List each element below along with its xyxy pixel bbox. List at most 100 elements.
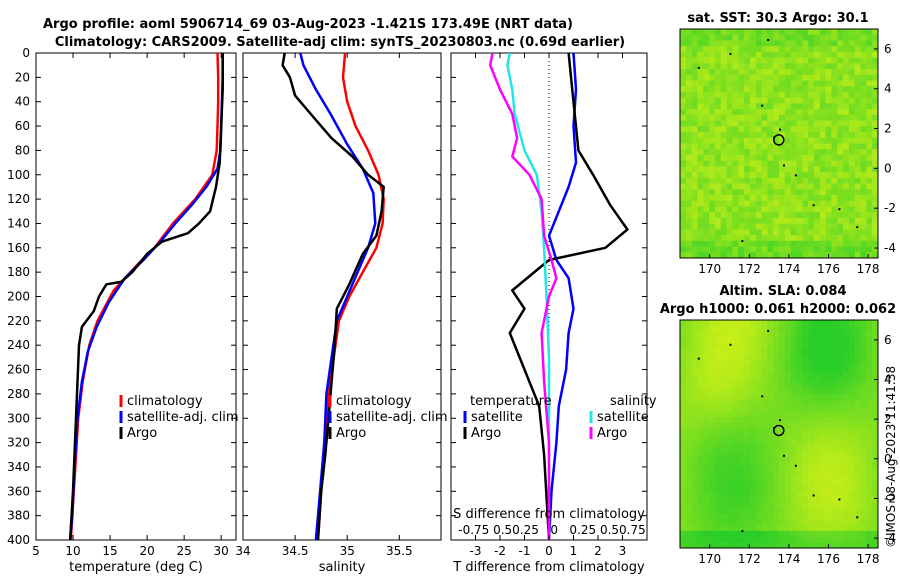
sla-cell bbox=[697, 337, 704, 344]
sst-cell bbox=[680, 183, 687, 190]
sla-cell bbox=[866, 382, 873, 389]
sst-cell bbox=[819, 126, 826, 133]
sst-cell bbox=[680, 86, 687, 93]
sst-argo-position-marker bbox=[773, 134, 785, 146]
sst-cell bbox=[691, 109, 698, 116]
sst-cell bbox=[680, 57, 687, 64]
sst-cell bbox=[732, 86, 739, 93]
sst-cell bbox=[790, 114, 797, 121]
sla-cell bbox=[703, 382, 710, 389]
sst-cell bbox=[738, 229, 745, 236]
sst-cell bbox=[802, 97, 809, 104]
sla-cell bbox=[755, 337, 762, 344]
sla-cell bbox=[784, 462, 791, 469]
sla-cell bbox=[744, 365, 751, 372]
sla-cell bbox=[726, 354, 733, 361]
sst-cell bbox=[837, 200, 844, 207]
sst-cell bbox=[738, 132, 745, 139]
sla-cell bbox=[837, 325, 844, 332]
sla-cell bbox=[680, 519, 687, 526]
sst-cell bbox=[808, 223, 815, 230]
sla-cell bbox=[773, 411, 780, 418]
sst-cell bbox=[738, 74, 745, 81]
depth-tick-label-16: 320 bbox=[7, 436, 30, 450]
sla-cell bbox=[732, 530, 739, 537]
sst-cell bbox=[854, 177, 861, 184]
sla-cell bbox=[813, 394, 821, 401]
sst-cell bbox=[837, 235, 844, 242]
sla-cell bbox=[697, 542, 704, 549]
sst-cell bbox=[703, 63, 710, 70]
sst-cell bbox=[825, 183, 832, 190]
sst-cell bbox=[697, 69, 704, 76]
sla-cell bbox=[813, 462, 821, 469]
sla-cell bbox=[697, 434, 704, 440]
sst-cell bbox=[714, 183, 722, 190]
sst-cell bbox=[720, 97, 727, 104]
sla-cell bbox=[726, 416, 733, 423]
sla-cell bbox=[819, 434, 826, 440]
sla-cell bbox=[796, 342, 803, 349]
sla-cell bbox=[691, 485, 698, 492]
sst-cell bbox=[709, 189, 716, 196]
sst-cell bbox=[732, 63, 739, 70]
sla-cell bbox=[749, 342, 756, 349]
sst-cell bbox=[714, 246, 722, 253]
sla-cell bbox=[720, 536, 727, 543]
sst-cell bbox=[685, 195, 692, 202]
sla-cell bbox=[744, 434, 751, 440]
sla-cell bbox=[709, 354, 716, 361]
sla-cell bbox=[860, 331, 867, 338]
sst-cell bbox=[703, 46, 710, 53]
sla-cell bbox=[860, 462, 867, 469]
sst-cell bbox=[726, 183, 733, 190]
sst-cell bbox=[691, 114, 698, 121]
sla-cell bbox=[825, 365, 832, 372]
sst-cell bbox=[848, 109, 855, 116]
differences-xtick-label-5: 2 bbox=[594, 544, 602, 558]
sst-cell bbox=[720, 212, 727, 219]
sst-cell bbox=[860, 229, 867, 236]
sst-cell bbox=[790, 206, 797, 213]
sla-cell bbox=[854, 416, 861, 423]
sla-cell bbox=[854, 434, 861, 440]
sst-cell bbox=[790, 86, 797, 93]
sla-cell bbox=[813, 485, 821, 492]
sst-cell bbox=[714, 103, 722, 110]
sla-cell bbox=[720, 342, 727, 349]
sla-cell bbox=[860, 342, 867, 349]
sst-cell bbox=[761, 172, 768, 179]
sla-cell bbox=[726, 382, 733, 389]
sst-cell bbox=[825, 172, 832, 179]
sst-cell bbox=[767, 69, 774, 76]
sla-cell bbox=[685, 337, 692, 344]
sla-cell bbox=[866, 473, 873, 480]
sla-cell bbox=[691, 434, 698, 440]
sst-cell bbox=[808, 195, 815, 202]
sla-cell bbox=[854, 365, 861, 372]
sst-cell bbox=[831, 240, 838, 247]
sst-cell bbox=[866, 160, 873, 167]
sla-cell bbox=[726, 473, 733, 480]
sst-cell bbox=[854, 29, 861, 36]
sst-cell bbox=[680, 109, 687, 116]
sst-cell bbox=[843, 114, 850, 121]
sst-cell bbox=[755, 149, 762, 156]
sst-cell bbox=[802, 80, 809, 87]
sla-cell bbox=[819, 399, 826, 406]
sla-cell bbox=[866, 399, 873, 406]
sla-cell bbox=[749, 542, 756, 549]
sst-cell bbox=[691, 229, 698, 236]
sst-cell bbox=[790, 132, 797, 139]
sla-cell bbox=[843, 479, 850, 486]
sla-cell bbox=[720, 422, 727, 429]
sst-cell bbox=[709, 51, 716, 58]
sla-cell bbox=[860, 508, 867, 515]
sla-cell bbox=[726, 491, 733, 497]
sst-cell bbox=[837, 103, 844, 110]
sst-cell bbox=[703, 126, 710, 133]
sla-cell bbox=[773, 508, 780, 515]
sst-island-speck bbox=[697, 66, 700, 69]
sla-cell bbox=[854, 371, 861, 378]
sst-cell bbox=[680, 252, 687, 259]
